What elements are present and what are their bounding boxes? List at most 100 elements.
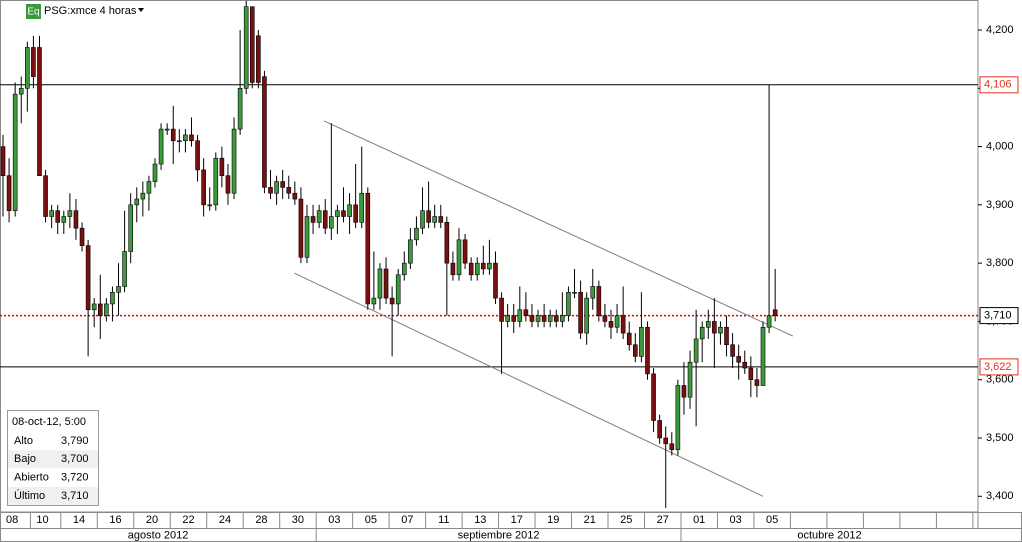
x-tick-label: 03 — [730, 514, 742, 526]
candle-body — [602, 315, 608, 322]
candle-body — [493, 262, 498, 299]
candle-body — [724, 326, 729, 346]
candle-body — [286, 187, 292, 194]
candle-body — [669, 443, 675, 450]
badge-box — [26, 4, 41, 19]
candle-body — [304, 216, 310, 258]
candle-body — [535, 315, 541, 322]
candle-body — [237, 87, 243, 130]
x-tick-label: 20 — [146, 514, 158, 526]
candle-body — [566, 291, 571, 316]
candle-body — [43, 175, 48, 217]
x-tick-label: 21 — [584, 514, 596, 526]
candle-body — [158, 128, 164, 165]
candle-body — [310, 216, 316, 223]
candle-body — [329, 216, 334, 229]
info-row-shade — [8, 450, 98, 469]
candle-body — [748, 367, 754, 381]
candle-body — [189, 134, 194, 142]
x-tick-label: 13 — [474, 514, 486, 526]
x-tick-label: 25 — [620, 514, 632, 526]
month-label: octubre 2012 — [797, 529, 861, 541]
candle-body — [298, 198, 304, 258]
x-tick-label: 27 — [657, 514, 669, 526]
x-tick-label: 24 — [219, 514, 231, 526]
candle-body — [55, 210, 61, 223]
candle-body — [146, 181, 152, 194]
info-value: 3,700 — [61, 453, 89, 465]
candle-body — [511, 315, 517, 322]
candle-body — [614, 315, 620, 328]
candle-body — [377, 268, 383, 299]
candle-body — [262, 76, 267, 188]
candle-body — [256, 35, 261, 83]
candle-body — [626, 332, 632, 346]
candle-body — [353, 204, 358, 223]
candle-body — [481, 262, 486, 270]
candle-body — [645, 326, 650, 375]
candle-body — [18, 87, 24, 95]
candle-body — [110, 291, 115, 305]
candle-body — [438, 216, 444, 223]
x-tick-label: 22 — [182, 514, 194, 526]
candle-body — [268, 187, 273, 194]
candle-body — [560, 315, 565, 322]
candle-body — [675, 385, 681, 450]
candle-body — [140, 192, 146, 200]
y-tick-label: 4,000 — [986, 140, 1014, 152]
y-tick-label: 3,600 — [986, 374, 1014, 386]
candle-body — [341, 210, 346, 217]
candle-body — [292, 192, 298, 200]
info-label: Último — [14, 489, 45, 502]
info-label: Alto — [14, 435, 33, 447]
x-tick-label: 16 — [109, 514, 121, 526]
x-tick-label: 11 — [438, 514, 449, 526]
x-tick-label: 19 — [547, 514, 559, 526]
y-tick-label: 3,800 — [986, 257, 1014, 269]
candle-body — [61, 216, 67, 223]
x-tick-label: 14 — [73, 514, 85, 526]
candle-body — [651, 373, 656, 421]
dropdown-arrow[interactable] — [138, 8, 144, 12]
candle-body — [170, 128, 176, 142]
x-tick-label: 10 — [36, 514, 48, 526]
candle-body — [6, 175, 12, 211]
candle-body — [225, 175, 231, 194]
badge: Eq — [27, 7, 39, 18]
candle-body — [772, 309, 778, 316]
candle-body — [85, 245, 91, 311]
candle-body — [529, 315, 535, 322]
candle-body — [365, 192, 371, 305]
y-tick-label: 3,500 — [986, 432, 1014, 444]
info-row-shade — [8, 486, 98, 505]
candle-body — [414, 227, 419, 241]
candle-body — [280, 181, 285, 188]
trend-line — [294, 272, 764, 497]
info-label: Abierto — [14, 472, 49, 484]
candle-body — [444, 222, 450, 264]
candle-body — [97, 303, 103, 316]
price-label: 4,106 — [984, 79, 1012, 91]
candle-body — [371, 297, 377, 305]
candle-body — [408, 239, 413, 264]
x-tick-label: 08 — [6, 514, 18, 526]
x-tick-label: 07 — [401, 514, 413, 526]
candle-body — [468, 262, 474, 276]
x-tick-label: 01 — [693, 514, 705, 526]
candle-body — [517, 309, 523, 322]
chart-title[interactable]: PSG:xmce 4 horas — [44, 5, 137, 17]
y-tick-label: 3,400 — [986, 490, 1014, 502]
candle-body — [79, 227, 85, 246]
candle-body — [712, 321, 717, 334]
candle-body — [572, 291, 577, 294]
candle-body — [152, 163, 158, 182]
candle-body — [547, 315, 553, 322]
candle-body — [432, 216, 437, 223]
candle-body — [335, 210, 340, 217]
candle-body — [730, 344, 735, 357]
candle-body — [134, 198, 140, 206]
candle-body — [383, 268, 389, 299]
candle-body — [766, 315, 772, 328]
candle-body — [91, 303, 97, 311]
